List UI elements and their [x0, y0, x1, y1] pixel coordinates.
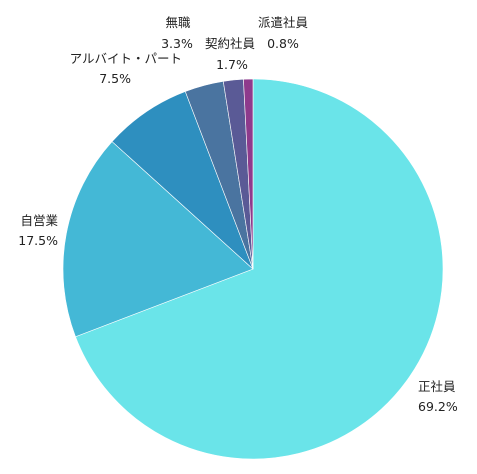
pie-slice-haken: [243, 78, 254, 270]
slice-label-haken-value: 0.8%: [267, 36, 299, 51]
slice-label-keiyaku-value: 1.7%: [216, 57, 248, 72]
slice-label-keiyaku-name: 契約社員: [205, 36, 256, 51]
pie-slice-seishain: [75, 78, 444, 460]
slice-label-group: 正社員 69.2% 自営業 17.5% アルバイト・パート 7.5% 無職 3.…: [18, 15, 458, 414]
pie-slice-jieigyo: [62, 141, 254, 338]
pie-slices: [62, 78, 444, 460]
slice-label-jieigyo-name: 自営業: [20, 213, 58, 228]
slice-label-arubaito-name: アルバイト・パート: [70, 51, 182, 66]
slice-label-seishain-name: 正社員: [418, 379, 456, 394]
slice-label-mushoku-value: 3.3%: [161, 36, 193, 51]
slice-label-seishain-value: 69.2%: [418, 399, 458, 414]
slice-label-haken-name: 派遣社員: [258, 15, 309, 30]
slice-label-jieigyo-value: 17.5%: [18, 233, 58, 248]
slice-label-mushoku-name: 無職: [165, 15, 191, 30]
slice-label-arubaito-value: 7.5%: [99, 71, 131, 86]
